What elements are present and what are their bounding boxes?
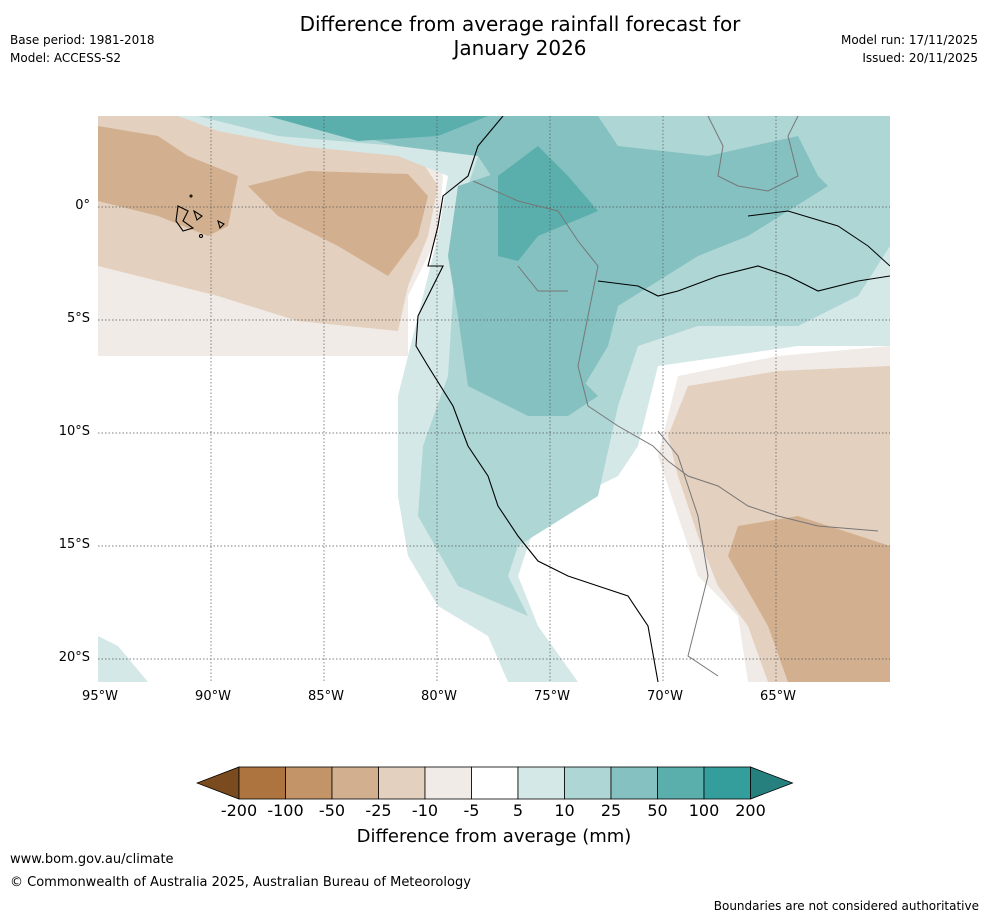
river-north (747, 210, 890, 267)
model-name: Model: ACCESS-S2 (10, 51, 122, 65)
lon-label-95w: 95°W (82, 689, 118, 704)
colorbar-tick-label: 5 (512, 801, 524, 820)
colorbar-tick-label: 25 (600, 801, 622, 820)
amazon-river (597, 265, 890, 297)
colorbar-tick-label: -50 (318, 801, 346, 820)
base-period: Base period: 1981-2018 (10, 33, 155, 47)
colorbar-tick-label: 200 (735, 801, 766, 820)
colorbar-segment (657, 766, 705, 800)
lon-label-70w: 70°W (647, 689, 683, 704)
galapagos-islands (175, 194, 225, 239)
lat-label-5s: 5°S (66, 311, 90, 326)
lon-label-80w: 80°W (421, 689, 457, 704)
colorbar-segment (424, 766, 472, 800)
map-title: Difference from average rainfall forecas… (200, 12, 840, 60)
lat-label-15s: 15°S (58, 537, 90, 552)
model-run: Model run: 17/11/2025 (840, 33, 978, 47)
lat-label-0: 0° (75, 198, 90, 213)
lon-label-90w: 90°W (195, 689, 231, 704)
colorbar-segment (285, 766, 333, 800)
colorbar-segment (564, 766, 612, 800)
anomaly-region-pos50-north (268, 116, 488, 141)
anomaly-region-pos25-amazon (448, 166, 598, 416)
rainfall-map (98, 116, 890, 682)
colorbar-tick-label: -100 (267, 801, 304, 820)
title-line-2: January 2026 (453, 36, 587, 60)
anomaly-region-neg25-west (98, 126, 238, 236)
colorbar-tick-label: -25 (365, 801, 392, 820)
colorbar-tick-label: 100 (688, 801, 720, 820)
meta-left: Base period: 1981-2018 Model: ACCESS-S2 (10, 31, 155, 67)
colorbar-segment (610, 766, 658, 800)
colorbar-title: Difference from average (mm) (356, 826, 632, 847)
colorbar-segment (517, 766, 565, 800)
anomaly-region-neg25-east (248, 171, 428, 276)
colorbar-segment (703, 766, 751, 800)
colorbar-tick-label: -5 (463, 801, 480, 820)
colorbar-tick-label: 50 (647, 801, 668, 820)
country-borders (472, 116, 879, 677)
lon-label-65w: 65°W (760, 689, 796, 704)
colorbar-extend-low (196, 766, 240, 800)
boundary-disclaimer: Boundaries are not considered authoritat… (713, 899, 979, 913)
lon-label-85w: 85°W (308, 689, 344, 704)
colorbar-segment (331, 766, 379, 800)
colorbar-tick-label: -10 (411, 801, 439, 820)
lat-label-10s: 10°S (58, 424, 90, 439)
colorbar-extend-high (750, 766, 794, 800)
anomaly-region-neg25-se (728, 516, 890, 682)
title-line-1: Difference from average rainfall forecas… (299, 12, 741, 36)
website-link[interactable]: www.bom.gov.au/climate (10, 852, 174, 867)
colorbar-segment (471, 766, 519, 800)
lon-label-75w: 75°W (534, 689, 570, 704)
meta-right: Model run: 17/11/2025 Issued: 20/11/2025 (841, 31, 978, 67)
colorbar-tick-label: -200 (220, 801, 258, 820)
colorbar-tick-label: 10 (554, 801, 575, 820)
gridlines (98, 116, 890, 682)
colorbar (196, 766, 794, 800)
anomaly-region-pos50 (498, 146, 598, 261)
colorbar-segment (378, 766, 426, 800)
copyright-notice: © Commonwealth of Australia 2025, Austra… (10, 875, 471, 890)
lat-label-20s: 20°S (58, 650, 90, 665)
colorbar-segment (238, 766, 286, 800)
issued-date: Issued: 20/11/2025 (862, 51, 978, 65)
coastline (415, 116, 659, 682)
